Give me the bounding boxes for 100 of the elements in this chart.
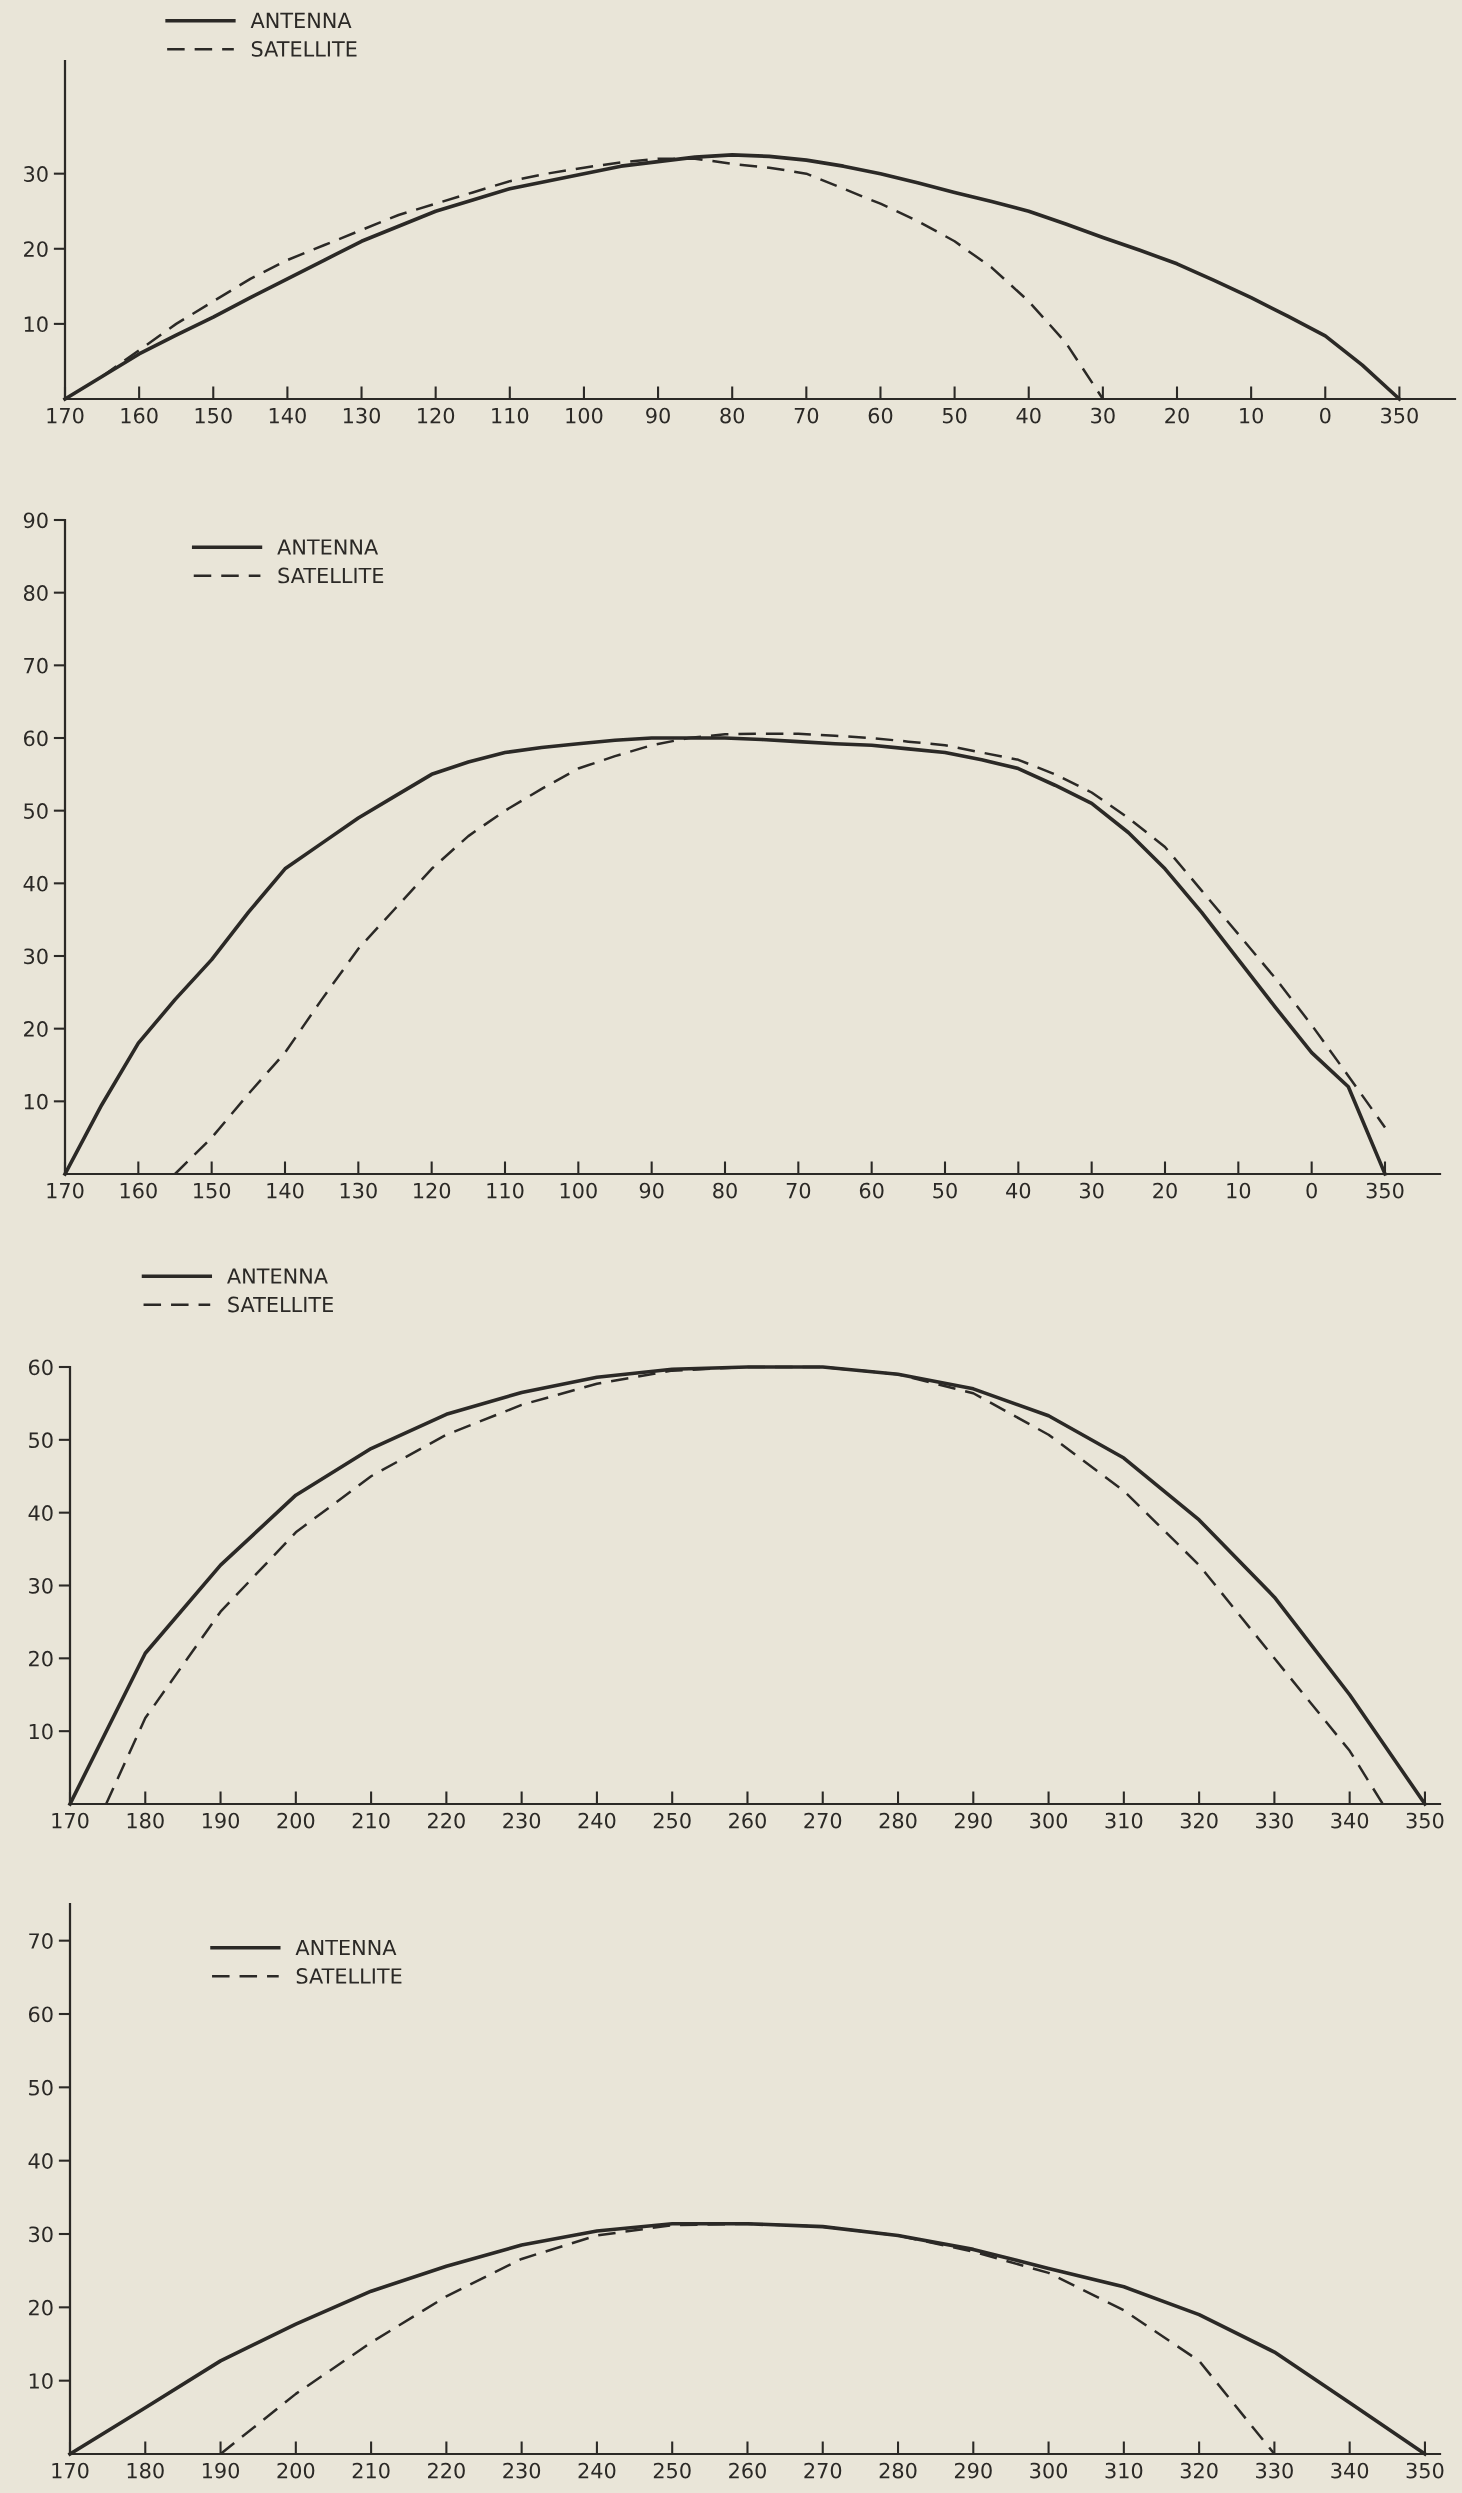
x-tick-label: 280 xyxy=(879,2462,917,2479)
x-tick-label: 60 xyxy=(868,407,893,424)
x-tick-label: 240 xyxy=(578,2462,616,2479)
y-tick-label: 60 xyxy=(28,2006,53,2023)
x-tick-label: 10 xyxy=(1240,407,1263,424)
x-tick-label: 40 xyxy=(1016,407,1041,424)
x-tick-label: 230 xyxy=(503,1812,541,1829)
legend-label: SATELLITE xyxy=(228,1296,333,1313)
x-tick-label: 250 xyxy=(653,1812,691,1829)
y-tick-label: 40 xyxy=(28,2153,53,2169)
x-tick-label: 50 xyxy=(942,407,967,424)
y-tick-label: 20 xyxy=(24,241,48,257)
x-tick-label: 70 xyxy=(786,1182,811,1199)
x-tick-label: 80 xyxy=(713,1182,737,1199)
y-tick-label: 50 xyxy=(29,1432,53,1449)
x-tick-label: 90 xyxy=(646,407,670,424)
x-tick-label: 340 xyxy=(1331,2462,1369,2479)
x-tick-label: 90 xyxy=(639,1182,664,1199)
x-tick-label: 30 xyxy=(1091,407,1115,424)
y-tick-label: 30 xyxy=(24,166,48,182)
y-tick-label: 70 xyxy=(29,1933,53,1949)
y-tick-label: 20 xyxy=(29,2299,53,2316)
x-tick-label: 210 xyxy=(352,1812,390,1829)
y-tick-label: 10 xyxy=(24,316,48,333)
y-tick-label: 10 xyxy=(24,1093,48,1110)
x-tick-label: 340 xyxy=(1331,1812,1369,1829)
x-tick-label: 160 xyxy=(121,407,158,424)
x-tick-label: 20 xyxy=(1165,407,1189,424)
y-tick-label: 50 xyxy=(29,2079,53,2096)
x-tick-label: 350 xyxy=(1366,1182,1404,1199)
x-tick-label: 170 xyxy=(52,1812,89,1829)
x-tick-label: 220 xyxy=(428,2462,465,2479)
y-tick-label: 40 xyxy=(23,875,48,892)
y-tick-label: 10 xyxy=(29,2373,53,2389)
x-tick-label: 260 xyxy=(729,1812,766,1829)
x-tick-label: 300 xyxy=(1030,2462,1068,2479)
x-tick-label: 0 xyxy=(1320,407,1331,424)
x-tick-label: 50 xyxy=(933,1182,957,1199)
y-tick-label: 20 xyxy=(24,1021,48,1037)
y-tick-label: 60 xyxy=(23,730,48,747)
x-tick-label: 350 xyxy=(1406,2462,1444,2479)
legend-label: SATELLITE xyxy=(278,567,384,584)
x-tick-label: 260 xyxy=(729,2462,766,2479)
x-tick-label: 270 xyxy=(804,1812,842,1829)
y-tick-label: 30 xyxy=(24,948,48,965)
x-tick-label: 230 xyxy=(503,2462,541,2479)
x-tick-label: 190 xyxy=(202,2462,240,2479)
y-tick-label: 70 xyxy=(24,657,48,674)
x-tick-label: 190 xyxy=(202,1812,240,1829)
x-tick-label: 60 xyxy=(859,1182,884,1199)
x-tick-label: 330 xyxy=(1256,2462,1293,2479)
x-tick-label: 140 xyxy=(267,1182,304,1199)
x-tick-label: 10 xyxy=(1227,1182,1251,1199)
x-tick-label: 200 xyxy=(277,1812,315,1829)
x-tick-label: 310 xyxy=(1105,2462,1143,2479)
x-tick-label: 170 xyxy=(52,2462,89,2479)
x-tick-label: 120 xyxy=(414,1182,451,1199)
y-tick-label: 50 xyxy=(24,803,48,819)
x-tick-label: 200 xyxy=(277,2462,315,2479)
legend-label: ANTENNA xyxy=(250,12,352,28)
x-tick-label: 100 xyxy=(560,1182,597,1199)
x-tick-label: 180 xyxy=(127,1812,164,1829)
x-tick-label: 110 xyxy=(487,1182,524,1199)
x-tick-label: 270 xyxy=(804,2462,842,2479)
x-tick-label: 310 xyxy=(1105,1812,1143,1829)
legend-label: ANTENNA xyxy=(277,539,379,555)
x-tick-label: 40 xyxy=(1006,1182,1031,1199)
x-tick-label: 130 xyxy=(340,1182,377,1199)
x-tick-label: 150 xyxy=(195,407,232,424)
x-tick-label: 350 xyxy=(1381,407,1418,424)
x-tick-label: 280 xyxy=(879,1812,917,1829)
x-tick-label: 210 xyxy=(352,2462,390,2479)
x-tick-label: 150 xyxy=(194,1182,231,1199)
y-tick-label: 10 xyxy=(29,1723,53,1740)
x-tick-label: 120 xyxy=(418,407,455,424)
x-tick-label: 290 xyxy=(954,1812,992,1829)
y-tick-label: 40 xyxy=(28,1505,53,1521)
x-tick-label: 30 xyxy=(1080,1182,1104,1199)
y-tick-label: 30 xyxy=(29,2226,53,2243)
legend-label: ANTENNA xyxy=(227,1268,328,1284)
x-tick-label: 160 xyxy=(120,1182,157,1199)
x-tick-label: 170 xyxy=(47,407,84,424)
y-tick-label: 80 xyxy=(23,585,48,601)
x-tick-label: 250 xyxy=(653,2462,691,2479)
y-tick-label: 30 xyxy=(29,1577,53,1594)
x-tick-label: 290 xyxy=(954,2462,992,2479)
x-tick-label: 130 xyxy=(343,407,381,424)
x-tick-label: 300 xyxy=(1030,1812,1068,1829)
x-tick-label: 80 xyxy=(720,407,745,424)
y-tick-label: 20 xyxy=(29,1650,53,1667)
y-tick-label: 60 xyxy=(28,1359,53,1376)
x-tick-label: 240 xyxy=(578,1812,616,1829)
x-tick-label: 0 xyxy=(1306,1182,1317,1199)
x-tick-label: 350 xyxy=(1406,1812,1444,1829)
legend-label: ANTENNA xyxy=(295,1939,397,1956)
x-tick-label: 110 xyxy=(492,407,529,424)
x-tick-label: 220 xyxy=(428,1812,465,1829)
x-tick-label: 170 xyxy=(47,1182,84,1199)
x-tick-label: 320 xyxy=(1180,1812,1218,1829)
y-tick-label: 90 xyxy=(23,512,48,529)
